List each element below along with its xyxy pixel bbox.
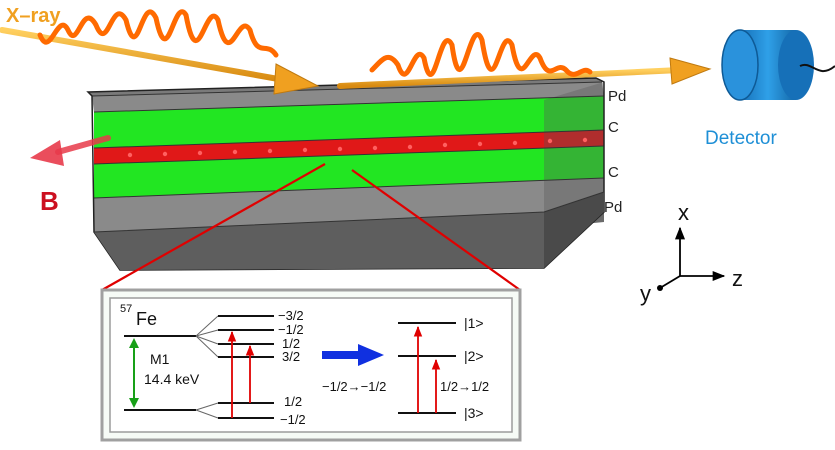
layer-label-pd-bottom: Pd (604, 199, 622, 216)
mapping-arrow (322, 344, 384, 366)
b-field-label: B (40, 186, 59, 216)
excited-level-m-1-2: 1/2 (282, 336, 300, 351)
axis-label-x: x (678, 200, 689, 225)
multilayer-sample (86, 77, 605, 271)
scattered-wave (369, 31, 593, 77)
ground-level-m-1-2: 1/2 (284, 394, 302, 409)
excited-level-m-1-2-neg: −1/2 (278, 322, 304, 337)
c-top-layer (94, 96, 604, 148)
scattered-beam (337, 57, 712, 89)
zoom-line-left (101, 163, 326, 291)
transition-label-left: −1/2→−1/2 (322, 379, 386, 394)
pd-bottom-layer (94, 178, 604, 232)
transition-energy-label: 14.4 keV (144, 371, 200, 387)
pd-top-layer (92, 82, 604, 112)
level-scheme-inset: 57 Fe −3/2 −1/2 1/2 3/2 1/2 −1/2 M1 14.4… (100, 288, 522, 442)
coordinate-axes (657, 226, 726, 291)
fe-isotope-symbol: Fe (136, 309, 157, 329)
axis-label-z: z (732, 266, 743, 291)
excited-level-m-3-2: 3/2 (282, 349, 300, 364)
fe-isotope-mass: 57 (120, 303, 132, 315)
detector-label: Detector (705, 128, 777, 149)
state-label-1: |1> (464, 315, 484, 331)
state-label-2: |2> (464, 348, 484, 364)
state-label-3: |3> (464, 405, 484, 421)
c-bottom-layer (94, 146, 604, 198)
transition-label-right: 1/2→1/2 (440, 379, 489, 394)
fe-layer (94, 130, 604, 164)
fe-moments (127, 137, 588, 158)
transition-type-label: M1 (150, 351, 170, 367)
detector-icon (721, 29, 835, 101)
layer-label-c-bottom: C (608, 164, 619, 181)
ground-level-m-1-2-neg: −1/2 (280, 412, 306, 427)
magnetic-field-arrow (30, 135, 111, 166)
layer-label-c-top: C (608, 119, 619, 136)
excited-level-m-3-2-neg: −3/2 (278, 308, 304, 323)
incident-wave (37, 9, 279, 58)
xray-label: X–ray (6, 5, 61, 27)
layer-label-pd-top: Pd (608, 88, 626, 105)
axis-label-y: y (640, 281, 651, 306)
zoom-line-right (351, 169, 521, 291)
